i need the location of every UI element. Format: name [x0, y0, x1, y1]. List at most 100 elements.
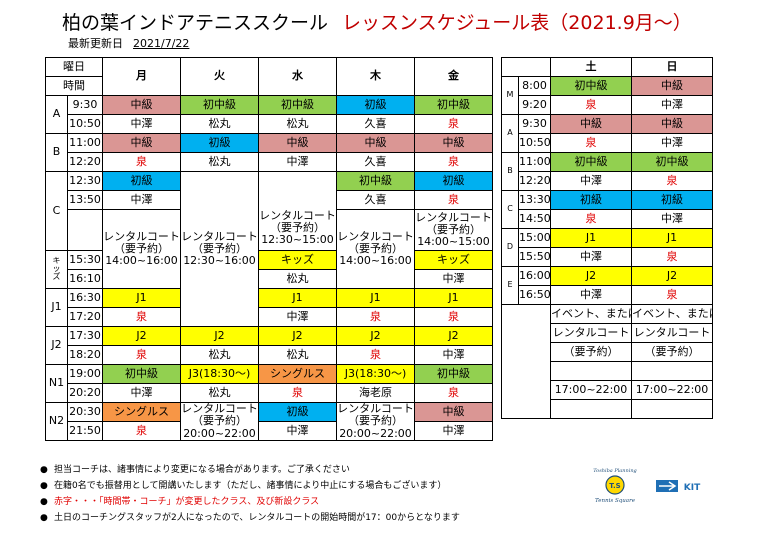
event-line: 17:00~22:00	[550, 380, 632, 400]
day-tue: 火	[180, 57, 259, 96]
rental-court-cell: レンタルコート （要予約） 20:00~22:00	[180, 402, 259, 441]
coach-cell: 泉	[414, 114, 493, 134]
class-cell: 初級	[102, 171, 181, 191]
time-cell: 18:20	[67, 345, 103, 365]
class-cell: 初級	[336, 95, 415, 115]
logo-text: Toshiba Planning	[593, 468, 637, 474]
class-cell: 初中級	[631, 152, 713, 172]
class-cell: 初級	[258, 402, 337, 422]
coach-cell: 中澤	[414, 269, 493, 289]
class-cell: 中級	[102, 133, 181, 153]
coach-cell: 久喜	[336, 114, 415, 134]
time-cell: 12:20	[67, 152, 103, 172]
class-cell: 中級	[414, 402, 493, 422]
time-cell: 13:30	[518, 190, 551, 210]
event-line: イベント、または	[631, 304, 713, 324]
class-cell: 初中級	[258, 95, 337, 115]
class-cell: キッズ	[258, 250, 337, 270]
coach-cell: 泉	[631, 247, 713, 267]
coach-cell: 中澤	[631, 209, 713, 229]
rental-court-cell: レンタルコート （要予約） 14:00~16:00	[336, 209, 415, 289]
note-item: ● 赤字・・・「時間帯・コーチ」が変更したクラス、及び新設クラス	[40, 494, 460, 510]
event-line: レンタルコート	[631, 323, 713, 343]
tennis-ball-icon	[605, 475, 625, 495]
class-cell: 中級	[631, 76, 713, 96]
class-cell: 初中級	[414, 364, 493, 384]
coach-cell: 泉	[414, 152, 493, 172]
event-line	[631, 361, 713, 381]
class-cell: 初中級	[180, 95, 259, 115]
class-cell: J1	[336, 288, 415, 308]
time-cell: 9:20	[518, 95, 551, 115]
class-cell: 初中級	[414, 95, 493, 115]
schedule-title: レッスンスケジュール表（2021.9月～）	[342, 12, 692, 34]
header-jikan: 時間	[45, 76, 103, 96]
block-b: B	[45, 133, 68, 172]
class-cell: 初級	[414, 171, 493, 191]
coach-cell: 久喜	[336, 190, 415, 210]
time-cell: 11:00	[518, 152, 551, 172]
rental-court-cell: レンタルコート （要予約） 12:30~16:00	[180, 171, 259, 327]
class-cell: 初級	[550, 190, 632, 210]
class-cell: J2	[631, 266, 713, 286]
class-cell: J2	[258, 326, 337, 346]
day-mon: 月	[102, 57, 181, 96]
event-line	[550, 399, 632, 419]
coach-cell: 泉	[550, 133, 632, 153]
time-cell: 11:00	[67, 133, 103, 153]
rental-court-cell: レンタルコート （要予約） 14:00~15:00	[414, 209, 493, 251]
class-cell: 中級	[258, 133, 337, 153]
coach-cell: 中澤	[258, 152, 337, 172]
class-cell: 中級	[550, 114, 632, 134]
time-cell: 15:50	[518, 247, 551, 267]
time-cell: 16:30	[67, 288, 103, 308]
time-cell	[67, 209, 103, 251]
block-n2: N2	[45, 402, 68, 441]
weekend-header-blank	[501, 57, 551, 77]
coach-cell: 中澤	[631, 133, 713, 153]
event-line: 17:00~22:00	[631, 380, 713, 400]
time-cell: 21:50	[67, 421, 103, 441]
coach-cell: 泉	[102, 345, 181, 365]
time-cell: 20:30	[67, 402, 103, 422]
day-wed: 水	[258, 57, 337, 96]
day-thu: 木	[336, 57, 415, 96]
coach-cell: 泉	[631, 171, 713, 191]
class-cell: 初中級	[550, 152, 632, 172]
coach-cell: 泉	[102, 152, 181, 172]
coach-cell: 泉	[631, 285, 713, 305]
coach-cell: 中澤	[550, 247, 632, 267]
time-cell: 12:20	[518, 171, 551, 191]
coach-cell: 泉	[102, 307, 181, 327]
note-text: 土日のコーチングスタッフが2人になったので、レンタルコートの開始時間が17：00…	[54, 513, 460, 523]
rental-court-cell: レンタルコート （要予約） 12:30~15:00	[258, 171, 337, 251]
last-updated: 最新更新日 2021/7/22	[68, 35, 189, 51]
weekend-evening-blank	[501, 304, 551, 419]
time-cell: 19:00	[67, 364, 103, 384]
coach-cell: 松丸	[180, 345, 259, 365]
time-cell: 15:30	[67, 250, 103, 270]
tennis-square-logo: Toshiba Planning T.S Tennis Square	[593, 468, 637, 504]
time-cell: 20:20	[67, 383, 103, 403]
class-cell: シングルス	[102, 402, 181, 422]
class-cell: J2	[102, 326, 181, 346]
weekday-schedule-table: 曜日 月 火 水 木 金 時間 A 9:30 中級 初中級 初中級 初級 初中級…	[45, 57, 493, 441]
coach-cell: 泉	[258, 383, 337, 403]
class-cell: 中級	[336, 133, 415, 153]
note-text: 担当コーチは、諸事情により変更になる場合があります。ご了承ください	[54, 465, 350, 475]
block-d: D	[501, 228, 519, 267]
time-cell: 13:50	[67, 190, 103, 210]
block-c: C	[501, 190, 519, 229]
updated-date: 2021/7/22	[133, 37, 190, 50]
coach-cell: 中澤	[414, 421, 493, 441]
coach-cell: 中澤	[102, 383, 181, 403]
school-name: 柏の葉インドアテニススクール	[62, 12, 329, 34]
rental-court-cell: レンタルコート （要予約） 14:00~16:00	[102, 209, 181, 289]
coach-cell: 泉	[550, 95, 632, 115]
event-line: イベント、または	[550, 304, 632, 324]
class-cell: 初中級	[102, 364, 181, 384]
class-cell: J3(18:30～)	[180, 364, 259, 384]
coach-cell: 中澤	[414, 345, 493, 365]
logo-text: KIT	[684, 483, 701, 493]
coach-cell: 泉	[102, 421, 181, 441]
